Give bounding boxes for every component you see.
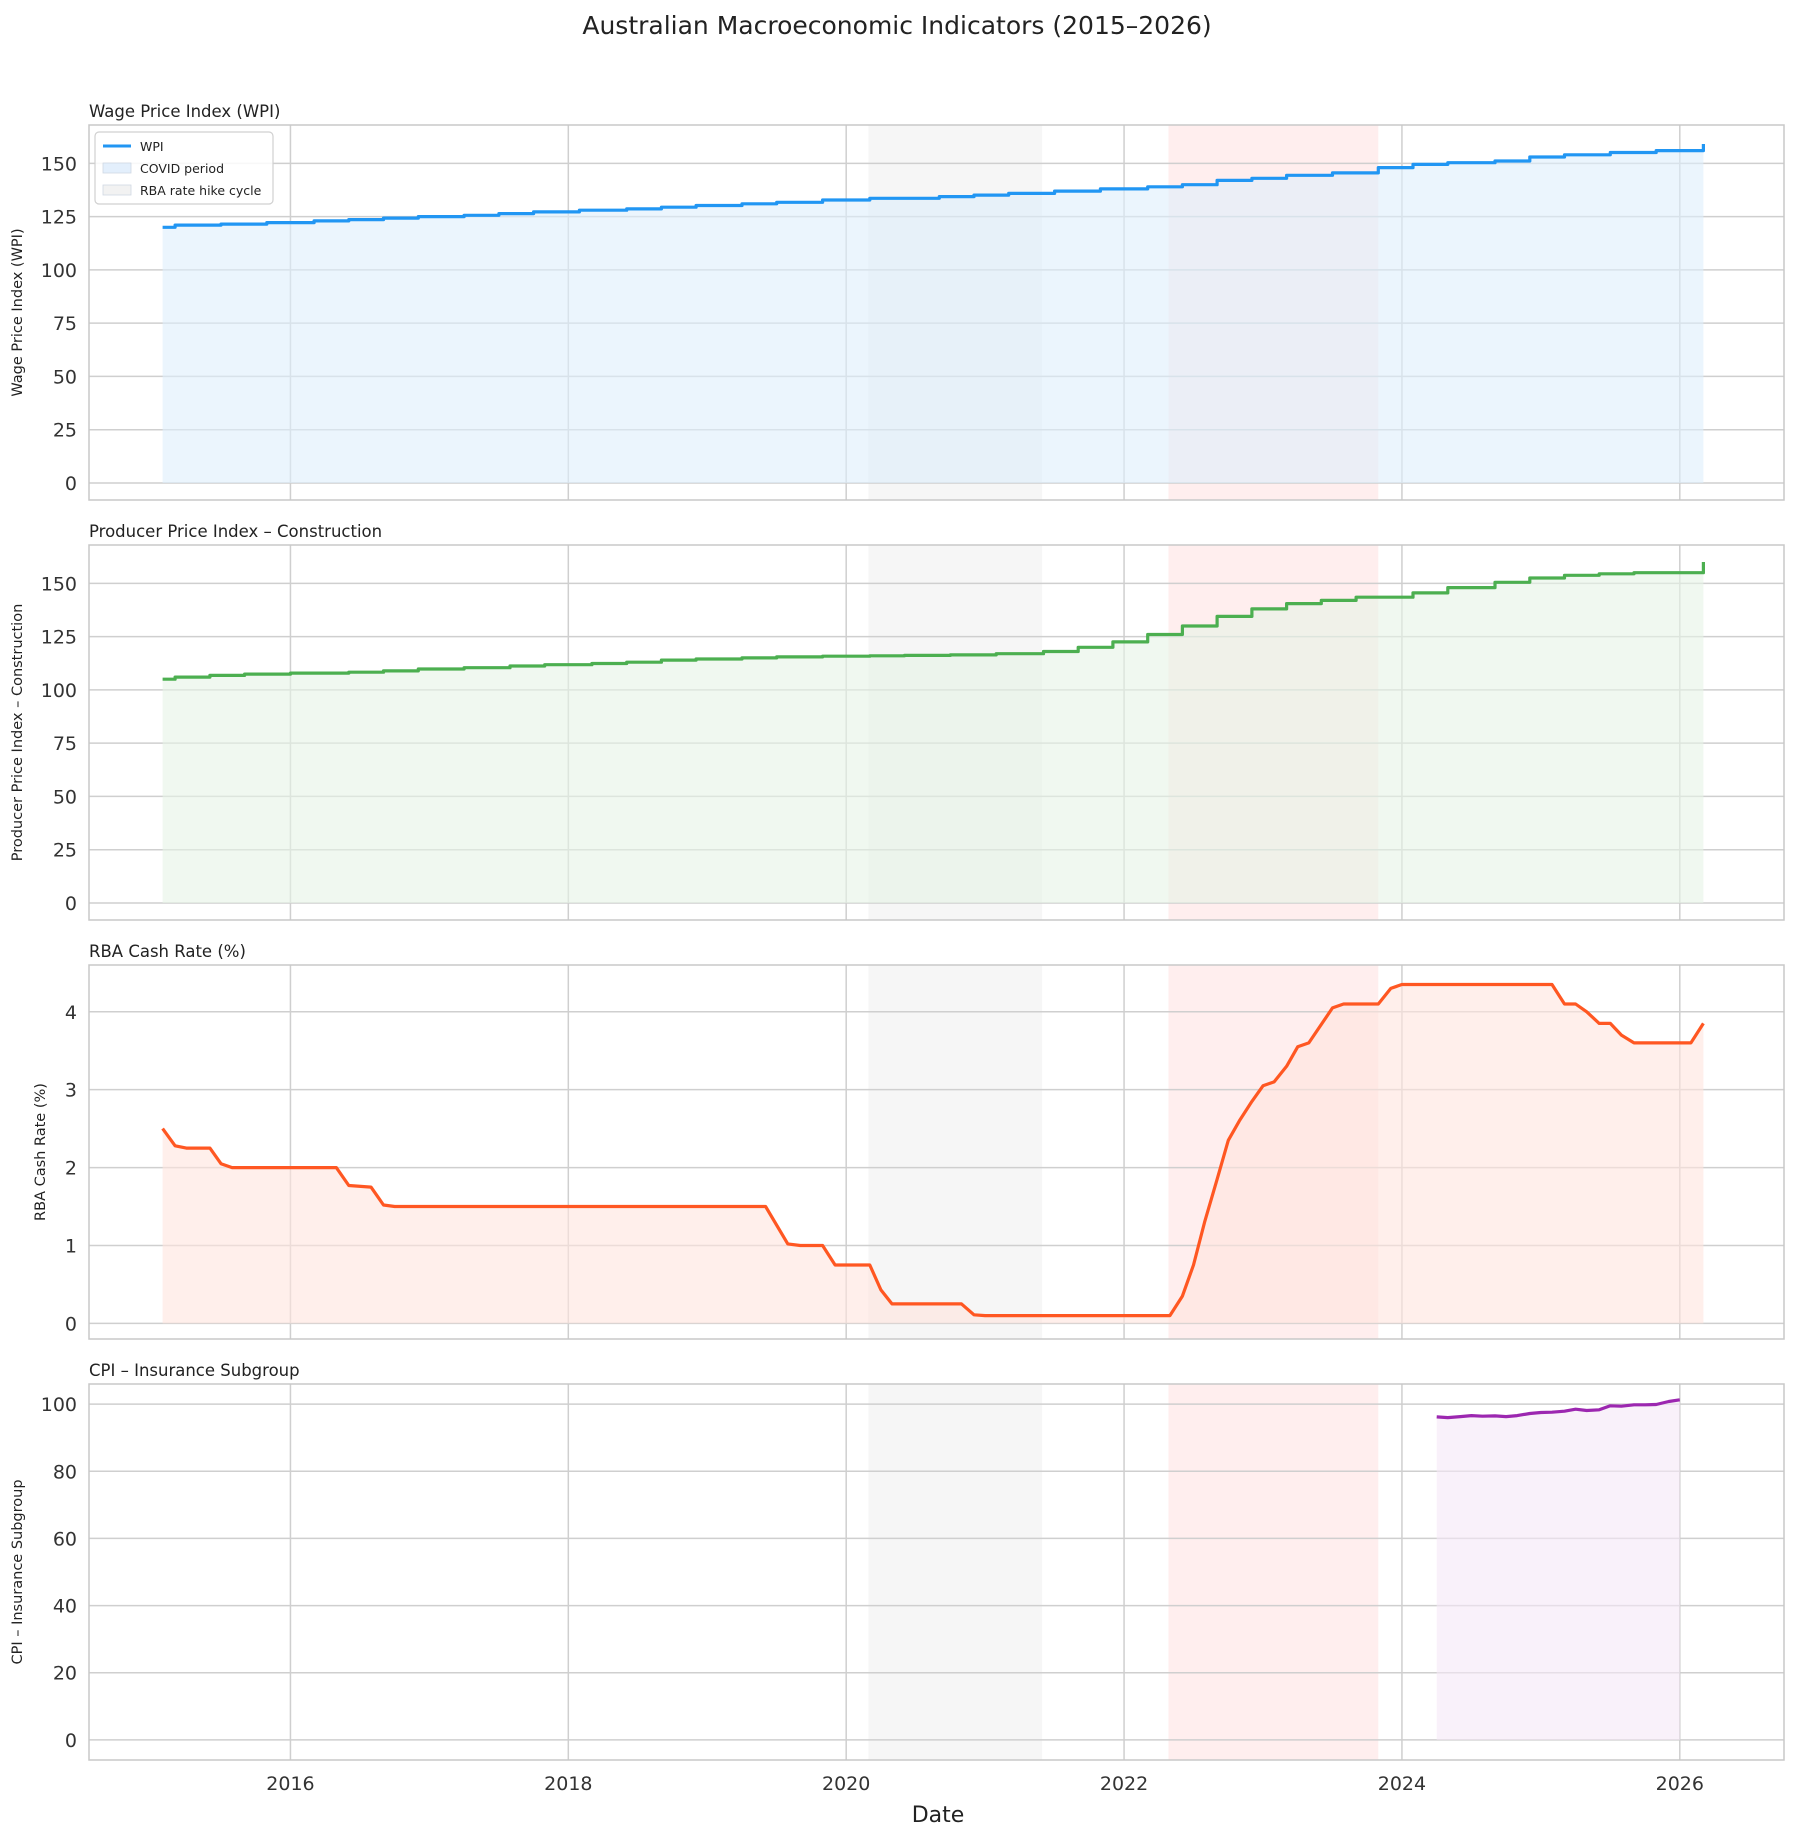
y-axis-label: Wage Price Index (WPI) [10, 228, 26, 396]
axes-frame [88, 1383, 1785, 1761]
y-tick-label: 75 [53, 733, 77, 755]
legend-box [94, 131, 274, 205]
panel-3: 0 1 2 3 4 RBA Cash Rate (%) RBA Cash Rate (%) [33, 942, 1785, 1340]
x-tick-label: 2020 [822, 1773, 870, 1795]
series-line [161, 982, 1705, 1318]
y-tick-label: 0 [65, 893, 77, 915]
legend-label: WPI [140, 139, 164, 154]
series-line [1436, 1398, 1681, 1420]
y-tick-label: 50 [53, 786, 77, 808]
panel-4: 0 20 40 60 80 100 CPI – Insurance Subgroup CPI … [10, 1361, 1785, 1795]
shaded-period-rba-hike [1168, 1384, 1379, 1760]
y-tick-label: 100 [41, 260, 77, 282]
legend-swatch-covid [102, 162, 132, 174]
legend-swatch-rba [102, 184, 132, 196]
y-tick-label: 50 [53, 366, 77, 388]
legend-label: RBA rate hike cycle [140, 183, 262, 198]
y-tick-label: 25 [53, 420, 77, 442]
y-tick-label: 3 [65, 1080, 77, 1102]
y-axis-label: RBA Cash Rate (%) [33, 1083, 49, 1221]
legend-label: COVID period [140, 161, 224, 176]
series-area-fill [162, 984, 1704, 1324]
y-axis-label: CPI – Insurance Subgroup [10, 1479, 26, 1664]
y-tick-label: 1 [65, 1236, 77, 1258]
y-tick-label: 20 [53, 1663, 77, 1685]
y-tick-label: 100 [41, 1394, 77, 1416]
y-tick-label: 150 [41, 573, 77, 595]
y-tick-label: 60 [53, 1528, 77, 1550]
x-tick-label: 2026 [1656, 1773, 1704, 1795]
axes-frame [88, 124, 1785, 501]
x-axis-label: Date [912, 1803, 965, 1828]
legend: WPI COVID period RBA rate hike cycle [94, 131, 274, 205]
series-line [162, 144, 1705, 229]
y-tick-label: 25 [53, 840, 77, 862]
y-tick-label: 0 [65, 1313, 77, 1335]
x-tick-label: 2024 [1378, 1773, 1426, 1795]
y-tick-label: 150 [41, 153, 77, 175]
y-axis-label: Producer Price Index – Construction [10, 604, 26, 862]
y-tick-label: 125 [41, 207, 77, 229]
y-tick-label: 0 [65, 473, 77, 495]
x-tick-label: 2018 [544, 1773, 592, 1795]
y-tick-label: 40 [53, 1596, 77, 1618]
y-tick-label: 80 [53, 1461, 77, 1483]
axes-frame [88, 544, 1785, 921]
y-tick-label: 125 [41, 627, 77, 649]
figure-title: Australian Macroeconomic Indicators (201… [582, 11, 1211, 40]
y-tick-label: 75 [53, 313, 77, 335]
panel-title: CPI – Insurance Subgroup [89, 1361, 300, 1380]
x-tick-label: 2022 [1100, 1773, 1148, 1795]
y-tick-label: 4 [65, 1002, 77, 1024]
panel-title: RBA Cash Rate (%) [89, 942, 246, 961]
y-tick-label: 2 [65, 1158, 77, 1180]
shaded-period-covid [868, 1384, 1043, 1760]
panel-title: Producer Price Index – Construction [89, 522, 382, 541]
panel-2: 0 25 50 75 100 125 150 Producer Price Index – C… [10, 522, 1785, 921]
y-tick-label: 100 [41, 680, 77, 702]
panel-title: Wage Price Index (WPI) [89, 102, 280, 121]
panel-1: 0 25 50 75 100 125 150 Wage Price Index (WPI) Wa… [10, 102, 1785, 501]
series-area-fill [162, 144, 1704, 483]
x-tick-label: 2016 [266, 1773, 314, 1795]
shaded-period-covid [868, 965, 1043, 1339]
series-line [162, 562, 1705, 681]
y-tick-label: 0 [65, 1730, 77, 1752]
series-area-fill [1436, 1399, 1680, 1740]
series-area-fill [162, 562, 1704, 903]
axes-frame [88, 964, 1785, 1340]
